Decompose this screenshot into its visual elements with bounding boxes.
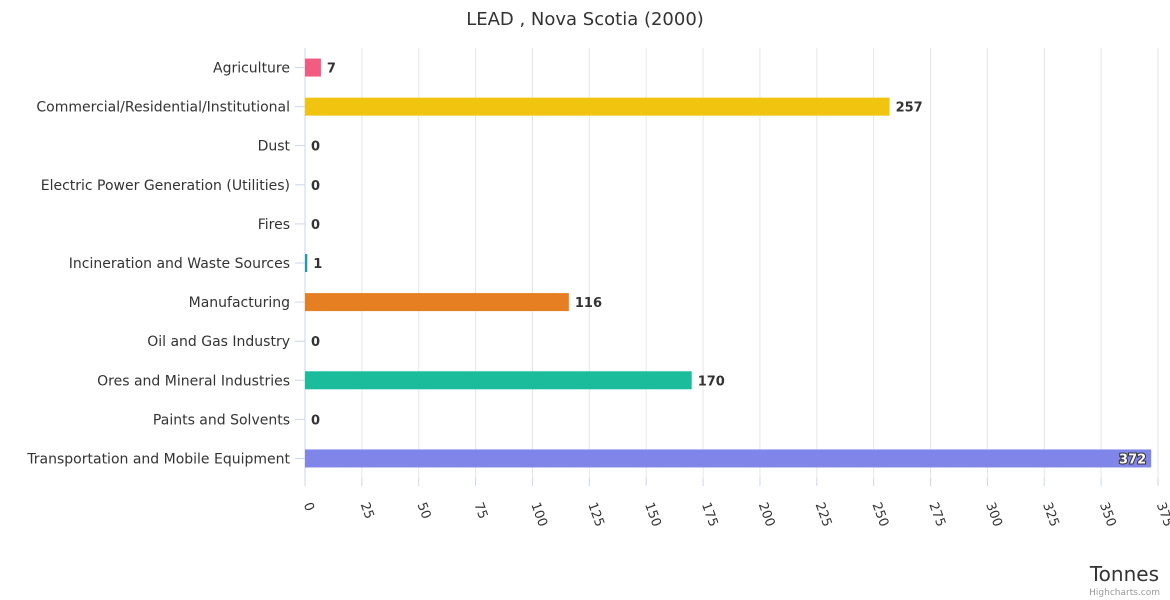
x-tick-label: 75 <box>470 500 490 521</box>
data-label: 0 <box>311 218 320 233</box>
category-labels: Agriculture Commercial/Residential/Instit… <box>26 61 290 468</box>
x-tick-label: 125 <box>584 500 607 528</box>
data-label: 0 <box>311 413 320 428</box>
category-label: Commercial/Residential/Institutional <box>36 100 290 116</box>
chart-title: LEAD , Nova Scotia (2000) <box>466 9 704 30</box>
category-label: Manufacturing <box>189 295 290 311</box>
x-tick-label: 200 <box>755 500 778 528</box>
bar[interactable] <box>305 293 569 312</box>
x-tick-label: 150 <box>641 500 664 528</box>
bars <box>305 58 1152 468</box>
x-tick-label: 25 <box>357 500 377 521</box>
category-label: Electric Power Generation (Utilities) <box>41 178 290 194</box>
data-label: 7 <box>327 62 336 77</box>
x-tick-label: 225 <box>812 500 835 528</box>
category-label: Ores and Mineral Industries <box>97 373 290 389</box>
credits-link[interactable]: Highcharts.com <box>1089 588 1160 598</box>
data-label: 1 <box>313 257 322 272</box>
category-label: Oil and Gas Industry <box>147 334 290 350</box>
x-tick-label: 375 <box>1153 500 1170 528</box>
data-label: 372 <box>1119 452 1146 467</box>
x-tick-label: 250 <box>869 500 892 528</box>
category-label: Paints and Solvents <box>153 412 290 428</box>
bar[interactable] <box>305 97 890 116</box>
data-label: 0 <box>311 140 320 155</box>
tick-labels: 0 25 50 75 100 125 150 175 200 225 250 275 300 325 350… <box>300 500 1170 528</box>
bar[interactable] <box>305 58 321 77</box>
bar[interactable] <box>305 371 692 390</box>
bar[interactable] <box>305 254 308 272</box>
x-tick-label: 175 <box>698 500 721 528</box>
category-label: Incineration and Waste Sources <box>69 256 290 272</box>
x-tick-label: 0 <box>300 500 317 513</box>
x-tick-label: 50 <box>414 500 434 521</box>
data-label: 257 <box>896 101 923 116</box>
x-tick-label: 300 <box>982 500 1005 528</box>
data-labels: 7 257 0 0 0 1 116 0 170 0 372 <box>311 62 1147 469</box>
x-tick-label: 100 <box>527 500 550 528</box>
category-label: Dust <box>258 139 291 155</box>
category-label: Fires <box>258 217 290 233</box>
category-label: Transportation and Mobile Equipment <box>26 451 290 467</box>
category-label: Agriculture <box>213 61 290 77</box>
x-tick-label: 275 <box>925 500 948 528</box>
x-tick-label: 350 <box>1096 500 1119 528</box>
x-tick-label: 325 <box>1039 500 1062 528</box>
bar[interactable] <box>305 449 1152 468</box>
value-axis-title: Tonnes <box>1089 562 1159 586</box>
grid-lines <box>361 48 1159 478</box>
data-label: 170 <box>698 374 725 389</box>
data-label: 0 <box>311 335 320 350</box>
data-label: 0 <box>311 179 320 194</box>
data-label: 116 <box>575 296 602 311</box>
